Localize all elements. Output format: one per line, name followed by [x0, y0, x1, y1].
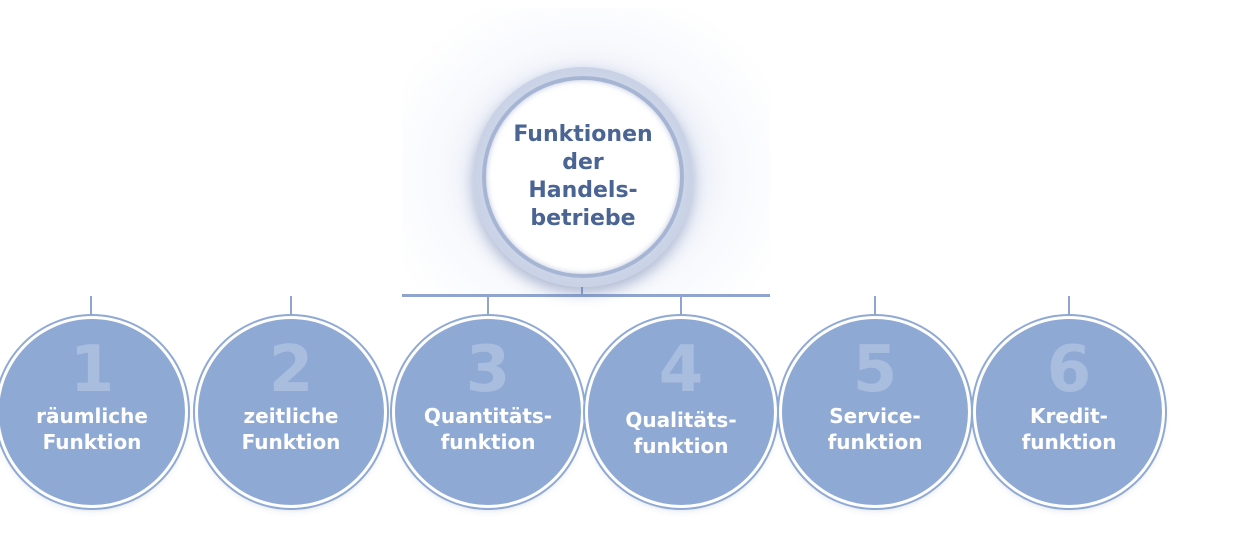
- function-number: 2: [268, 333, 314, 407]
- function-label: räumliche Funktion: [36, 404, 148, 454]
- connector-2: [290, 296, 292, 324]
- function-label: Quantitäts- funktion: [423, 404, 553, 454]
- function-number: 3: [465, 333, 511, 407]
- function-number: 6: [1046, 333, 1092, 407]
- root-title: Funktionen der Handels- betriebe: [513, 122, 653, 231]
- function-number: 5: [852, 333, 898, 407]
- function-number: 1: [69, 333, 115, 407]
- connector-4: [680, 296, 682, 324]
- root-node-inner: Funktionen der Handels- betriebe: [482, 76, 684, 278]
- root-node: Funktionen der Handels- betriebe: [473, 67, 693, 287]
- function-label: zeitliche Funktion: [241, 404, 341, 454]
- horizontal-connector: [402, 294, 770, 297]
- function-node-5: 5 Service- funktion: [782, 319, 968, 505]
- function-node-3: 3 Quantitäts- funktion: [395, 319, 581, 505]
- function-node-6: 6 Kredit- funktion: [976, 319, 1162, 505]
- connector-3: [487, 296, 489, 324]
- root-connector: [581, 287, 583, 296]
- function-label: Kredit- funktion: [1021, 404, 1117, 454]
- function-label: Qualitäts- funktion: [625, 408, 737, 458]
- function-node-4: 4 Qualitäts- funktion: [588, 319, 774, 505]
- function-number: 4: [658, 333, 704, 407]
- function-label: Service- funktion: [827, 404, 923, 454]
- connector-5: [874, 296, 876, 324]
- function-node-2: 2 zeitliche Funktion: [198, 319, 384, 505]
- connector-1: [90, 296, 92, 324]
- connector-6: [1068, 296, 1070, 324]
- function-node-1: 1 räumliche Funktion: [0, 319, 185, 505]
